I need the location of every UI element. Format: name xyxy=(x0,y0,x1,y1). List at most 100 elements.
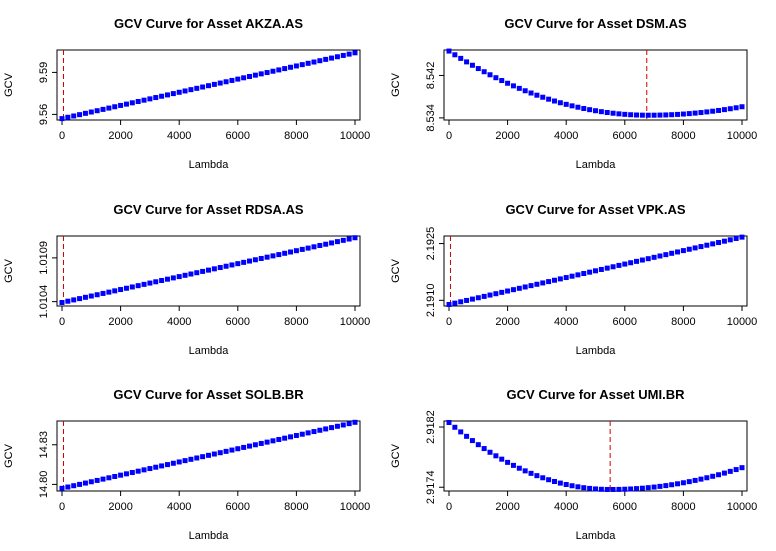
data-point xyxy=(229,77,235,83)
data-point xyxy=(639,257,645,263)
data-point xyxy=(129,470,135,476)
data-point xyxy=(176,89,182,95)
data-point xyxy=(88,109,94,115)
data-point xyxy=(100,476,106,482)
data-point xyxy=(112,473,118,479)
chart-panel-1: GCV Curve for Asset DSM.AS 0 2000 4000 6000 8… xyxy=(390,16,757,171)
chart-panel-2: GCV Curve for Asset RDSA.AS 0 2000 4000 6000… xyxy=(3,202,370,357)
data-point xyxy=(639,485,645,491)
data-point xyxy=(71,297,77,303)
x-tick-label: 6000 xyxy=(226,501,250,513)
data-point xyxy=(235,76,241,82)
y-tick-label: 1.0104 xyxy=(38,285,50,319)
data-point xyxy=(616,111,622,117)
x-tick-label: 8000 xyxy=(671,316,695,328)
x-axis-label: Lambda xyxy=(189,530,230,542)
data-point xyxy=(282,250,288,256)
data-point xyxy=(305,430,311,436)
data-point xyxy=(252,72,258,78)
data-point xyxy=(528,90,534,96)
data-point xyxy=(616,262,622,268)
data-point xyxy=(733,105,739,111)
data-point xyxy=(352,50,358,56)
chart-title: GCV Curve for Asset SOLB.BR xyxy=(113,387,304,402)
data-point xyxy=(628,112,634,118)
y-tick-label: 8.534 xyxy=(425,104,437,132)
data-point xyxy=(182,88,188,94)
data-point xyxy=(352,419,358,425)
data-point xyxy=(704,242,710,248)
data-point xyxy=(727,237,733,243)
y-axis-label: GCV xyxy=(390,443,402,468)
x-tick-label: 0 xyxy=(59,130,65,142)
x-tick-label: 10000 xyxy=(727,316,758,328)
y-tick-label: 8.542 xyxy=(425,62,437,90)
data-point xyxy=(334,423,340,429)
data-point xyxy=(94,292,100,298)
data-point xyxy=(282,66,288,72)
data-point xyxy=(276,252,282,258)
data-point xyxy=(323,241,329,247)
data-point xyxy=(551,277,557,283)
data-point xyxy=(264,439,270,445)
data-point xyxy=(587,485,593,491)
data-point xyxy=(557,480,563,486)
data-point xyxy=(118,472,124,478)
chart-title: GCV Curve for Asset DSM.AS xyxy=(504,16,687,31)
chart-title: GCV Curve for Asset VPK.AS xyxy=(505,202,685,217)
data-point xyxy=(217,265,223,271)
data-point xyxy=(112,104,118,110)
data-point xyxy=(170,91,176,97)
x-axis-label: Lambda xyxy=(576,345,617,357)
data-point xyxy=(469,438,475,444)
data-point xyxy=(692,110,698,116)
data-point xyxy=(499,456,505,462)
data-point xyxy=(704,475,710,481)
data-point xyxy=(475,66,481,72)
data-point xyxy=(657,483,663,489)
data-point xyxy=(159,277,165,283)
data-point xyxy=(252,442,258,448)
data-point xyxy=(235,261,241,267)
y-axis-label: GCV xyxy=(390,258,402,283)
data-point xyxy=(469,62,475,68)
x-tick-label: 6000 xyxy=(226,130,250,142)
x-tick-label: 8000 xyxy=(284,130,308,142)
data-point xyxy=(82,110,88,116)
data-point xyxy=(194,270,200,276)
x-tick-label: 4000 xyxy=(167,316,191,328)
data-point xyxy=(106,475,112,481)
data-point xyxy=(604,265,610,271)
data-point xyxy=(587,107,593,113)
data-point xyxy=(680,248,686,254)
x-tick-label: 4000 xyxy=(554,316,578,328)
data-point xyxy=(540,475,546,481)
data-point xyxy=(106,289,112,295)
data-point xyxy=(610,486,616,492)
data-point xyxy=(493,75,499,81)
data-point xyxy=(692,245,698,251)
data-point xyxy=(663,112,669,118)
data-point xyxy=(628,486,634,492)
data-point xyxy=(663,483,669,489)
data-point xyxy=(59,485,65,491)
data-point xyxy=(299,62,305,68)
data-point xyxy=(505,288,511,294)
data-point xyxy=(551,479,557,485)
data-point xyxy=(323,56,329,62)
data-point xyxy=(305,60,311,66)
chart-title: GCV Curve for Asset RDSA.AS xyxy=(113,202,304,217)
data-point xyxy=(346,236,352,242)
data-point xyxy=(135,98,141,104)
x-tick-label: 2000 xyxy=(108,130,132,142)
data-point xyxy=(346,421,352,427)
data-point xyxy=(493,453,499,459)
data-point xyxy=(516,465,522,471)
data-point xyxy=(264,70,270,76)
data-point xyxy=(59,300,65,305)
data-point xyxy=(118,287,124,293)
data-point xyxy=(147,466,153,472)
data-point xyxy=(223,79,229,85)
data-point xyxy=(593,108,598,114)
data-point xyxy=(311,429,317,435)
